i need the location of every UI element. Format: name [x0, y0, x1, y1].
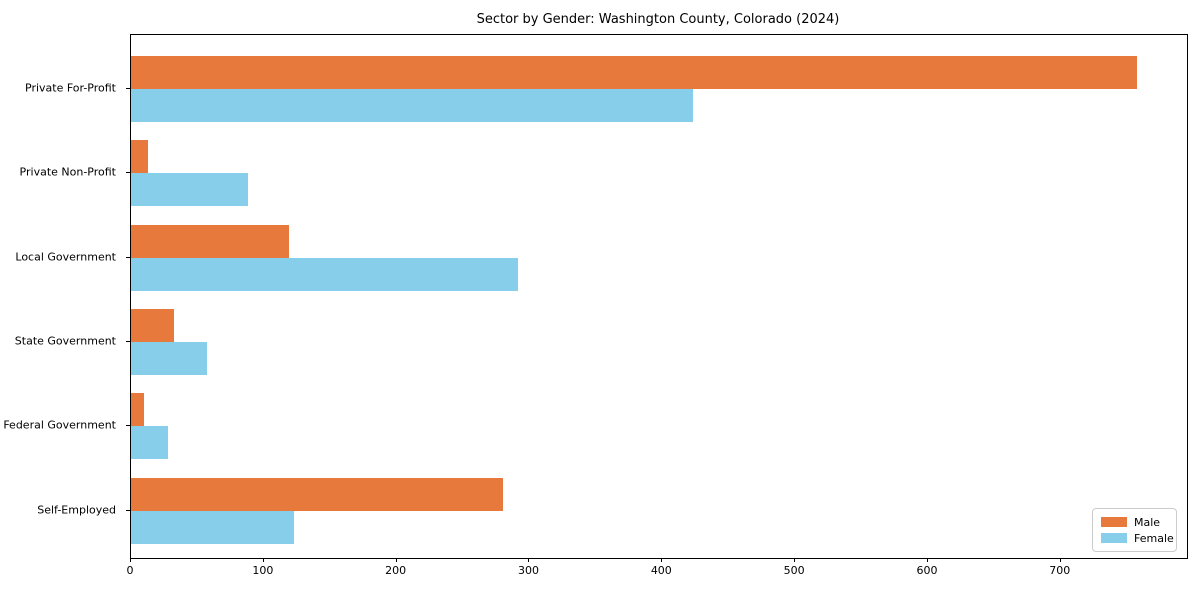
bar-male-1	[131, 140, 149, 174]
x-axis: 0 100 200 300 400 500 600 700	[126, 558, 1186, 582]
bar-male-5	[131, 477, 503, 511]
bar-female-2	[131, 257, 518, 291]
male-color-swatch	[1101, 517, 1127, 527]
y-tick-label: Private For-Profit	[25, 81, 116, 95]
female-color-swatch	[1101, 533, 1127, 543]
y-tick-mark	[126, 425, 130, 427]
x-tick-label: 0	[126, 564, 134, 577]
x-tick-label: 500	[783, 564, 805, 577]
x-tick-label: 300	[517, 564, 539, 577]
chart-title: Sector by Gender: Washington County, Col…	[476, 12, 840, 27]
y-axis-labels: Private For-Profit Private Non-Profit Loca…	[0, 34, 124, 557]
legend-label-male: Male	[1134, 515, 1161, 529]
x-tick-label: 200	[385, 564, 407, 577]
x-tick-label: 700	[1049, 564, 1071, 577]
y-tick-label: Self-Employed	[37, 503, 116, 516]
bar-male-2	[131, 224, 290, 258]
y-tick-mark	[126, 340, 130, 342]
x-tick-label: 400	[650, 564, 672, 577]
bar-female-5	[131, 510, 295, 544]
y-tick-mark	[126, 88, 130, 89]
legend-entry-male: Male	[1101, 514, 1168, 530]
x-tick-mark	[1059, 558, 1061, 562]
y-tick-label: State Government	[14, 334, 116, 348]
x-tick-mark	[794, 558, 796, 562]
x-tick-mark	[395, 558, 397, 562]
x-tick-mark	[262, 558, 264, 562]
y-tick-mark	[126, 509, 130, 511]
x-tick-mark	[926, 558, 928, 562]
y-tick-label: Private Non-Profit	[19, 165, 116, 179]
bar-female-4	[131, 426, 169, 460]
x-tick-mark	[661, 558, 663, 562]
x-tick-label: 100	[252, 564, 274, 577]
bar-female-0	[131, 89, 693, 122]
legend-entry-female: Female	[1101, 530, 1174, 546]
bar-male-0	[131, 56, 1137, 89]
x-tick-label: 600	[916, 564, 938, 577]
x-tick-mark	[130, 558, 131, 562]
bar-male-4	[131, 393, 145, 427]
legend-label-female: Female	[1134, 531, 1174, 545]
y-tick-label: Federal Government	[3, 418, 116, 432]
x-tick-mark	[528, 558, 530, 562]
y-tick-mark	[126, 256, 130, 258]
bar-female-1	[131, 173, 248, 207]
bar-male-3	[131, 308, 174, 342]
legend: Male Female	[1092, 508, 1177, 552]
y-tick-mark	[126, 172, 130, 174]
plot-area	[130, 34, 1188, 559]
bar-female-3	[131, 341, 207, 375]
y-tick-label: Local Government	[15, 250, 116, 264]
